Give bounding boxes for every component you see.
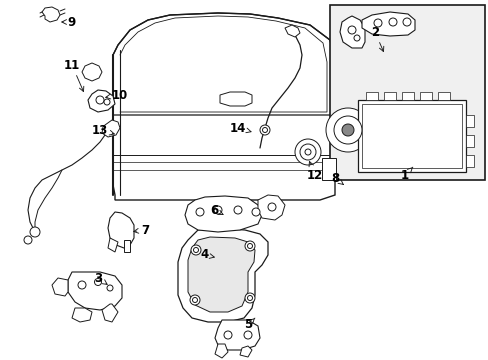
Text: 10: 10	[105, 89, 128, 102]
Circle shape	[267, 203, 275, 211]
Bar	[437, 92, 449, 100]
Circle shape	[193, 248, 198, 252]
Polygon shape	[108, 212, 134, 248]
Circle shape	[373, 19, 381, 27]
Text: 5: 5	[244, 318, 254, 332]
Circle shape	[294, 139, 320, 165]
Bar	[329, 5, 484, 180]
Circle shape	[244, 293, 254, 303]
Polygon shape	[285, 25, 299, 37]
Circle shape	[341, 124, 353, 136]
Circle shape	[96, 96, 104, 104]
Circle shape	[353, 35, 359, 41]
Circle shape	[244, 331, 251, 339]
Text: 2: 2	[370, 26, 383, 51]
Bar	[465, 135, 473, 147]
Circle shape	[78, 281, 86, 289]
Polygon shape	[215, 320, 260, 350]
Circle shape	[196, 208, 203, 216]
Circle shape	[247, 296, 252, 301]
Circle shape	[244, 241, 254, 251]
Polygon shape	[102, 120, 120, 137]
Circle shape	[30, 227, 40, 237]
Circle shape	[224, 331, 231, 339]
Polygon shape	[361, 12, 414, 36]
Polygon shape	[113, 13, 334, 200]
Circle shape	[347, 26, 355, 34]
Circle shape	[325, 108, 369, 152]
Polygon shape	[68, 272, 122, 310]
Polygon shape	[184, 196, 262, 232]
Circle shape	[107, 285, 113, 291]
Circle shape	[190, 295, 200, 305]
Circle shape	[388, 18, 396, 26]
Circle shape	[247, 243, 252, 248]
Text: 8: 8	[330, 171, 343, 185]
Polygon shape	[108, 238, 118, 252]
Circle shape	[402, 18, 410, 26]
Polygon shape	[42, 7, 60, 22]
Circle shape	[24, 236, 32, 244]
Circle shape	[333, 116, 361, 144]
Bar	[465, 115, 473, 127]
Text: 9: 9	[61, 15, 76, 28]
Polygon shape	[339, 16, 364, 48]
Polygon shape	[258, 195, 285, 220]
Bar	[383, 92, 395, 100]
Polygon shape	[215, 344, 227, 358]
Text: 1: 1	[400, 167, 412, 181]
Circle shape	[260, 125, 269, 135]
Polygon shape	[124, 240, 130, 252]
Bar	[419, 92, 431, 100]
Bar	[321, 158, 335, 180]
Polygon shape	[52, 278, 68, 296]
Polygon shape	[178, 228, 267, 322]
Circle shape	[94, 279, 102, 285]
Text: 6: 6	[209, 203, 223, 216]
Bar	[465, 155, 473, 167]
Text: 11: 11	[64, 59, 83, 91]
Polygon shape	[72, 308, 92, 322]
Circle shape	[299, 144, 315, 160]
Text: 12: 12	[306, 162, 323, 181]
Polygon shape	[220, 92, 251, 106]
Bar	[401, 92, 413, 100]
Bar	[361, 104, 461, 168]
Text: 4: 4	[201, 248, 214, 261]
Circle shape	[305, 149, 310, 155]
Bar	[357, 100, 465, 172]
Circle shape	[234, 206, 242, 214]
Bar	[365, 92, 377, 100]
Text: 13: 13	[92, 123, 114, 136]
Polygon shape	[88, 90, 115, 112]
Polygon shape	[102, 304, 118, 322]
Circle shape	[192, 297, 197, 302]
Text: 7: 7	[134, 224, 149, 237]
Circle shape	[251, 208, 260, 216]
Polygon shape	[187, 237, 254, 312]
Text: 3: 3	[94, 271, 107, 284]
Circle shape	[191, 245, 201, 255]
Circle shape	[214, 206, 222, 214]
Circle shape	[262, 127, 267, 132]
Polygon shape	[240, 346, 251, 357]
Polygon shape	[82, 63, 102, 81]
Text: 14: 14	[229, 122, 250, 135]
Circle shape	[104, 99, 110, 105]
